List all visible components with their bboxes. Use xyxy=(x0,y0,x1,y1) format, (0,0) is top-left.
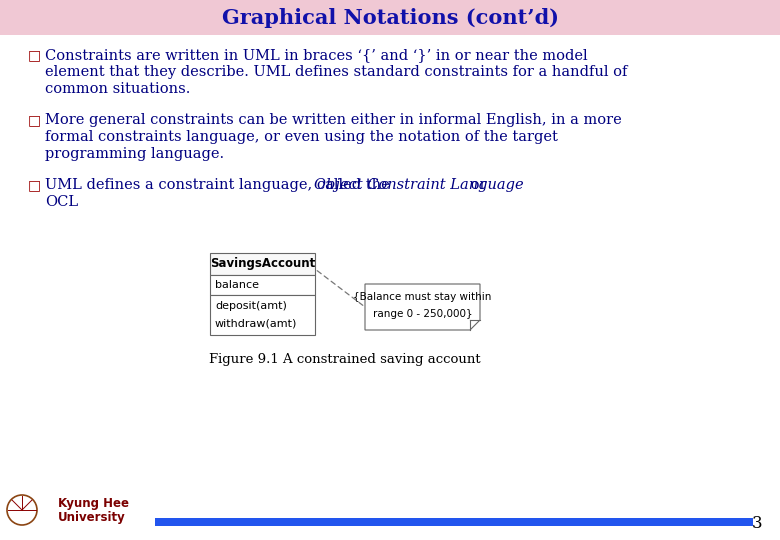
Text: or: or xyxy=(466,178,487,192)
Text: SavingsAccount: SavingsAccount xyxy=(210,258,315,271)
Text: formal constraints language, or even using the notation of the target: formal constraints language, or even usi… xyxy=(45,130,558,144)
Text: deposit(amt): deposit(amt) xyxy=(215,301,287,311)
Text: □: □ xyxy=(28,178,41,192)
Text: withdraw(amt): withdraw(amt) xyxy=(215,319,297,329)
Text: Graphical Notations (cont’d): Graphical Notations (cont’d) xyxy=(222,8,558,28)
Text: range 0 - 250,000}: range 0 - 250,000} xyxy=(373,309,473,319)
Text: Constraints are written in UML in braces ‘{’ and ‘}’ in or near the model: Constraints are written in UML in braces… xyxy=(45,48,587,62)
Text: □: □ xyxy=(28,113,41,127)
Text: Kyung Hee: Kyung Hee xyxy=(58,497,129,510)
Text: OCL: OCL xyxy=(45,195,78,209)
Text: Figure 9.1 A constrained saving account: Figure 9.1 A constrained saving account xyxy=(209,353,480,366)
Text: programming language.: programming language. xyxy=(45,147,224,161)
Text: 3: 3 xyxy=(751,515,762,532)
Text: University: University xyxy=(58,511,126,524)
Text: Object Constraint Language: Object Constraint Language xyxy=(314,178,523,192)
Bar xyxy=(210,253,315,275)
Bar xyxy=(210,295,315,335)
Text: □: □ xyxy=(28,48,41,62)
Bar xyxy=(0,0,780,35)
Text: More general constraints can be written either in informal English, in a more: More general constraints can be written … xyxy=(45,113,622,127)
Text: {Balance must stay within: {Balance must stay within xyxy=(353,292,491,302)
Bar xyxy=(210,275,315,295)
Text: common situations.: common situations. xyxy=(45,82,190,96)
Text: UML defines a constraint language, called the: UML defines a constraint language, calle… xyxy=(45,178,395,192)
Bar xyxy=(155,518,753,526)
Polygon shape xyxy=(365,284,480,330)
Text: element that they describe. UML defines standard constraints for a handful of: element that they describe. UML defines … xyxy=(45,65,627,79)
Text: balance: balance xyxy=(215,280,259,290)
